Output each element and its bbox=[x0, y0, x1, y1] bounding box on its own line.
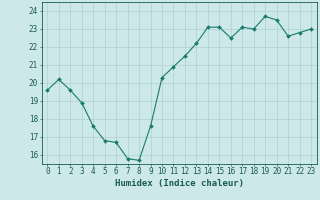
X-axis label: Humidex (Indice chaleur): Humidex (Indice chaleur) bbox=[115, 179, 244, 188]
